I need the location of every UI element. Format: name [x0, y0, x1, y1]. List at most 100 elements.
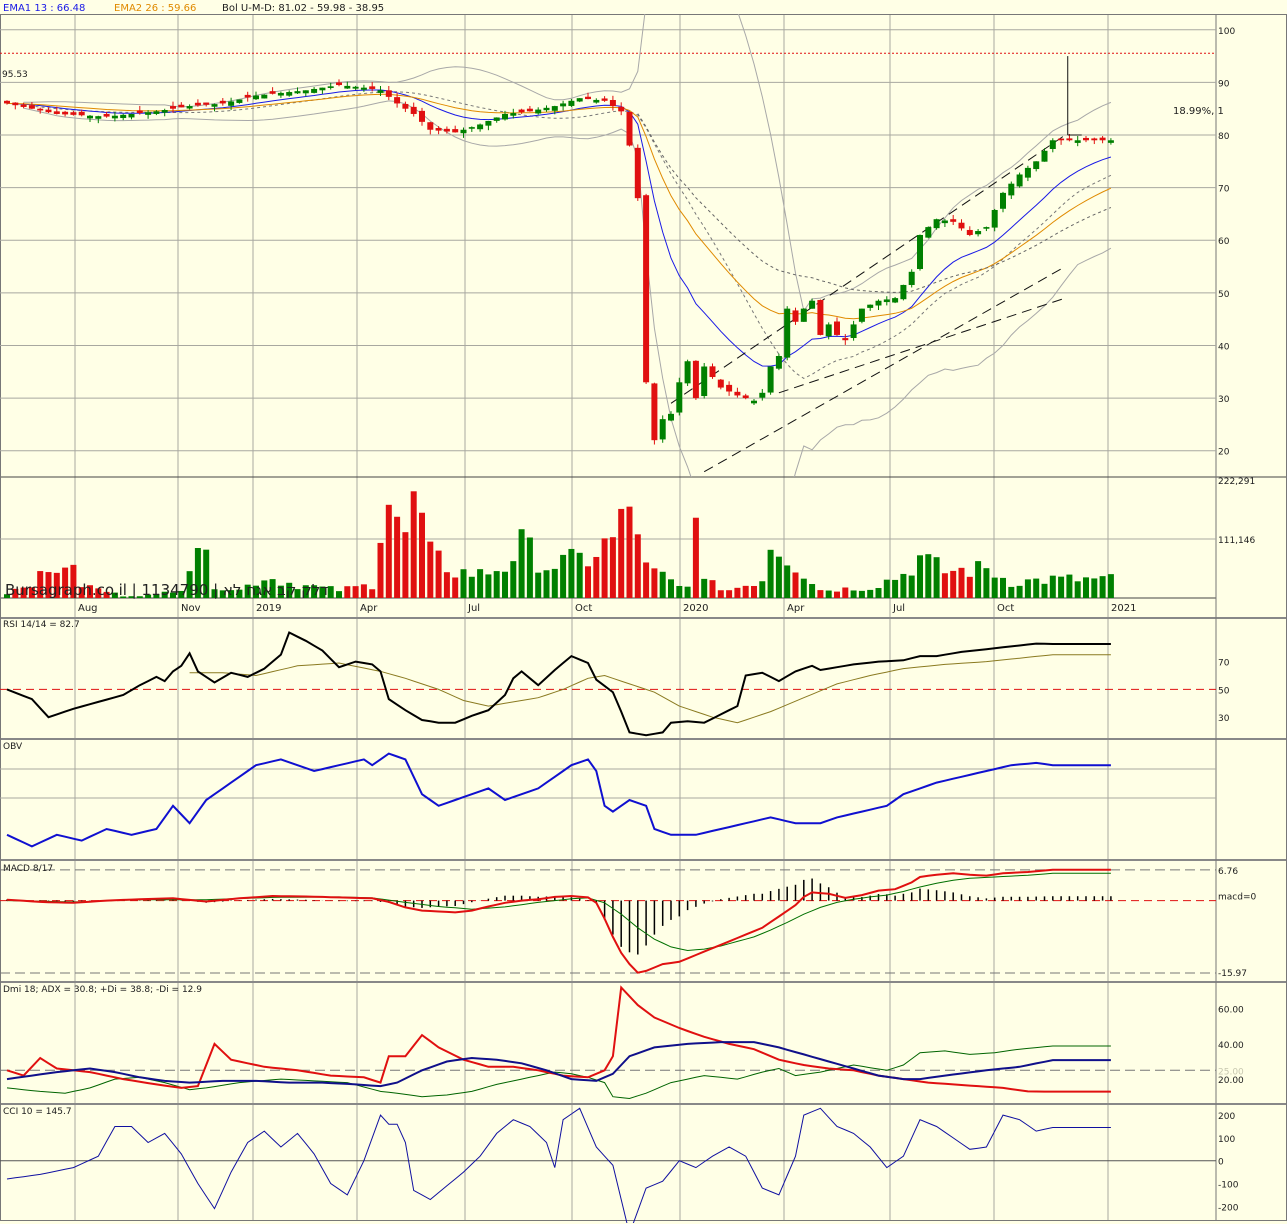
candle-up: [186, 106, 193, 109]
bollinger-lower: [23, 100, 1112, 477]
date-axis-label: 2020: [683, 603, 708, 614]
volume-bar: [983, 568, 990, 598]
dmi-title: Dmi 18; ADX = 30.8; +Di = 38.8; -Di = 12…: [3, 985, 202, 995]
candle-down: [651, 383, 658, 441]
volume-bar: [892, 579, 899, 598]
volume-bar: [543, 570, 550, 598]
volume-bar: [236, 589, 243, 598]
volume-bar: [20, 587, 27, 598]
volume-bar: [684, 586, 691, 598]
volume-bar: [775, 556, 782, 598]
candle-up: [327, 86, 334, 88]
cci-tick-label: 200: [1218, 1112, 1235, 1122]
volume-bar: [128, 596, 135, 598]
candle-up: [161, 110, 168, 113]
candle-up: [344, 85, 351, 89]
candle-up: [775, 355, 782, 369]
candle-up: [751, 400, 757, 404]
candle-down: [958, 222, 965, 229]
candle-up: [485, 120, 492, 126]
candle-up: [568, 100, 575, 106]
volume-bar: [917, 555, 923, 598]
cci-tick-label: 0: [1218, 1158, 1224, 1168]
volume-bar: [78, 587, 85, 598]
volume-bar: [709, 580, 716, 598]
volume-bar: [468, 576, 475, 598]
candle-down: [601, 98, 608, 101]
candle-down: [53, 111, 60, 114]
candle-down: [37, 108, 44, 111]
candle-down: [626, 111, 633, 146]
volume-bar: [203, 549, 210, 598]
volume-bar: [153, 593, 160, 598]
candle-up: [286, 92, 293, 96]
rsi-signal-line: [189, 654, 1111, 724]
candle-down: [792, 310, 799, 322]
candle-down: [12, 102, 19, 106]
price-tick-label: 20: [1218, 448, 1230, 458]
candle-up: [933, 219, 940, 229]
volume-bar: [925, 554, 932, 598]
volume-bar: [352, 586, 359, 598]
volume-bar: [211, 589, 218, 598]
cci-title: CCI 10 = 145.7: [3, 1107, 72, 1117]
candle-up: [991, 209, 998, 228]
candle-up: [809, 300, 816, 309]
rsi-title: RSI 14/14 = 82.7: [3, 620, 80, 630]
candle-down: [842, 338, 849, 341]
volume-bar: [842, 587, 849, 598]
volume-bar: [394, 516, 401, 598]
candle-up: [975, 231, 982, 235]
candle-down: [427, 122, 434, 130]
dmi-tick-label: 25.00: [1218, 1067, 1244, 1077]
candle-up: [900, 284, 907, 300]
grid-layer: [0, 14, 1287, 1221]
volume-bar: [742, 585, 749, 598]
volume-bar: [726, 590, 733, 598]
volume-bar: [792, 572, 799, 598]
volume-bar: [244, 584, 251, 598]
volume-bar: [1091, 578, 1098, 598]
volume-bar: [668, 579, 674, 598]
volume-bars: [4, 491, 1114, 598]
volume-bar: [261, 580, 268, 598]
candle-down: [70, 112, 77, 115]
date-axis-label: Apr: [787, 603, 805, 614]
candle-up: [684, 361, 691, 384]
candle-down: [709, 366, 716, 378]
volume-bar: [1008, 586, 1015, 598]
volume-bar: [95, 588, 102, 598]
volume-bar: [493, 571, 500, 598]
candle-up: [883, 299, 890, 303]
volume-bar: [751, 585, 757, 598]
volume-bar: [219, 590, 226, 598]
candle-up: [477, 124, 484, 130]
candle-down: [609, 100, 616, 107]
volume-bar: [427, 541, 434, 598]
volume-bar: [269, 579, 276, 598]
candle-down: [742, 395, 749, 399]
volume-bar: [1033, 578, 1040, 598]
volume-bar: [535, 572, 542, 598]
date-axis-label: Jul: [467, 603, 480, 614]
volume-bar: [585, 566, 591, 598]
candle-down: [1058, 138, 1065, 141]
candle-down: [336, 82, 342, 86]
volume-bar: [908, 575, 915, 598]
price-tick-label: 70: [1218, 185, 1230, 195]
bollinger-header: Bol U-M-D: 81.02 - 59.98 - 38.95: [222, 3, 384, 14]
candle-up: [294, 91, 301, 94]
candle-up: [261, 94, 268, 99]
ema2-line: [6, 93, 1112, 320]
volume-bar: [850, 590, 857, 598]
volume-tick-label: 222,291: [1218, 477, 1255, 487]
candle-up: [128, 113, 135, 118]
candle-up: [701, 366, 708, 397]
date-axis-label: Apr: [360, 603, 378, 614]
price-tick-label: 80: [1218, 132, 1230, 142]
candle-down: [78, 111, 85, 116]
candle-up: [1074, 140, 1081, 143]
candle-up: [510, 113, 517, 116]
percent-change-label: 18.99%, 1: [1173, 106, 1224, 117]
volume-bar: [37, 571, 44, 598]
